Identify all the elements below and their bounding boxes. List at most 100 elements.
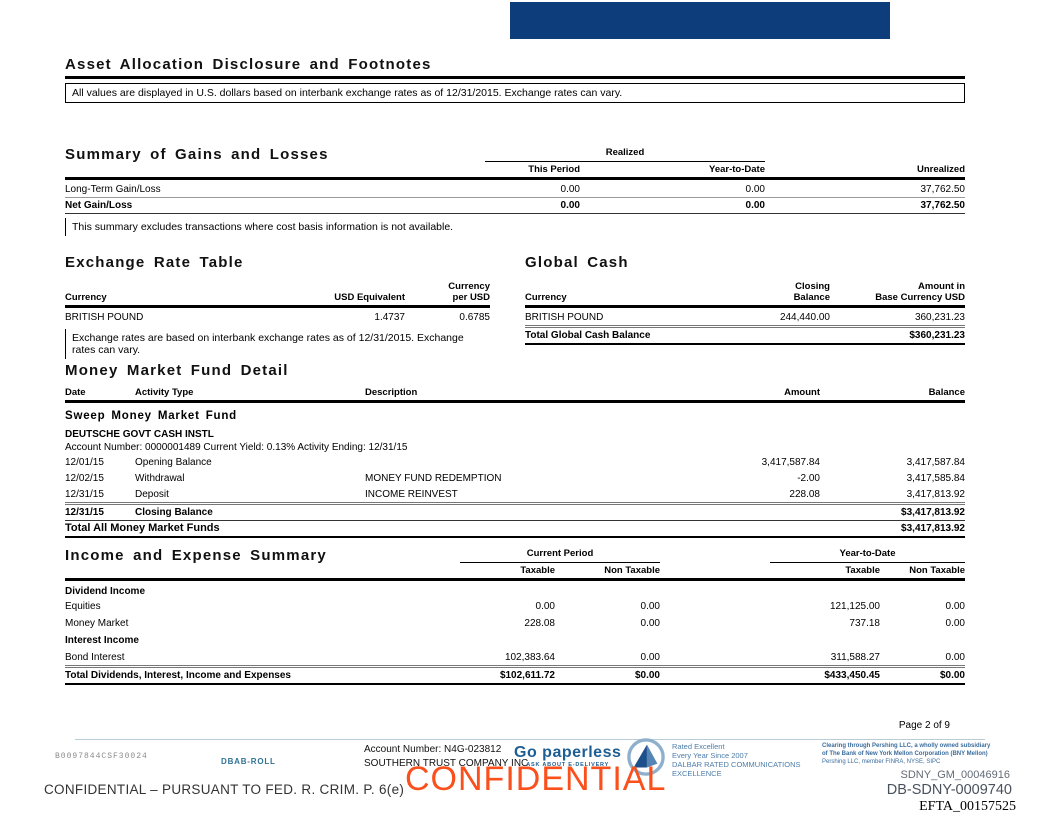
section-global-cash: Global Cash Currency Closing Balance Amo… bbox=[525, 254, 965, 345]
col-currency: Currency bbox=[525, 292, 567, 303]
section-title: Summary of Gains and Losses bbox=[65, 146, 329, 163]
balance-cell: 3,417,587.84 bbox=[906, 457, 965, 468]
group-header-realized: Realized bbox=[485, 145, 765, 162]
date-cell: 12/01/15 bbox=[65, 457, 104, 468]
col-line: Closing bbox=[795, 281, 830, 292]
go-paperless-logo: Go paperless ASK ABOUT E-DELIVERY bbox=[514, 744, 621, 768]
date-cell: 12/02/15 bbox=[65, 473, 104, 484]
exchange-rate-note: Exchange rates are based on interbank ex… bbox=[65, 329, 490, 359]
section-title: Money Market Fund Detail bbox=[65, 362, 289, 379]
total-value: $360,231.23 bbox=[909, 330, 965, 341]
table-header-row: Currency Closing Balance Amount in Base … bbox=[525, 281, 965, 308]
label-cell: Money Market bbox=[65, 618, 129, 629]
value-cell: 0.00 bbox=[745, 200, 765, 211]
col-year-to-date: Year-to-Date bbox=[709, 164, 765, 175]
col-balance: Balance bbox=[928, 387, 965, 398]
amount-cell: -2.00 bbox=[797, 473, 820, 484]
col-line: Amount in bbox=[918, 281, 965, 292]
table-row: Bond Interest 102,383.64 0.00 311,588.27… bbox=[65, 650, 965, 668]
account-number: Account Number: N4G-023812 bbox=[364, 744, 502, 755]
category-row: Interest Income bbox=[65, 635, 139, 646]
confidential-notice: CONFIDENTIAL – PURSUANT TO FED. R. CRIM.… bbox=[44, 782, 405, 797]
table-row: BRITISH POUND 244,440.00 360,231.23 bbox=[525, 308, 965, 328]
table-header-row: Currency USD Equivalent Currency per USD bbox=[65, 281, 490, 308]
col-unrealized: Unrealized bbox=[916, 164, 965, 175]
total-value: $102,611.72 bbox=[499, 670, 555, 681]
subsection-title: Sweep Money Market Fund bbox=[65, 410, 238, 422]
col-line: per USD bbox=[452, 292, 490, 303]
total-value: $433,450.45 bbox=[824, 670, 880, 681]
col-non-taxable: Non Taxable bbox=[604, 565, 660, 576]
dalbar-line: EXCELLENCE bbox=[672, 769, 722, 778]
balance-cell: 3,417,813.92 bbox=[906, 489, 965, 500]
description-cell: INCOME REINVEST bbox=[365, 489, 458, 500]
label-cell: Equities bbox=[65, 601, 101, 612]
bates-number: DB-SDNY-0009740 bbox=[886, 782, 1012, 798]
dalbar-line: Rated Excellent bbox=[672, 742, 725, 751]
gains-note: This summary excludes transactions where… bbox=[65, 218, 965, 236]
value-cell: 37,762.50 bbox=[920, 200, 966, 211]
col-taxable: Taxable bbox=[520, 565, 555, 576]
value-cell: 0.00 bbox=[945, 652, 965, 663]
section-title: Asset Allocation Disclosure and Footnote… bbox=[65, 56, 432, 73]
activity-cell: Closing Balance bbox=[135, 507, 213, 518]
activity-cell: Deposit bbox=[135, 489, 169, 500]
table-row-closing: 12/31/15 Closing Balance $3,417,813.92 bbox=[65, 505, 965, 521]
col-amount-base-usd: Amount in Base Currency USD bbox=[830, 281, 965, 303]
pershing-line: Pershing LLC, member FINRA, NYSE, SIPC bbox=[822, 759, 941, 765]
value-cell: 311,588.27 bbox=[830, 652, 880, 663]
pershing-line: of The Bank of New York Mellon Corporati… bbox=[822, 750, 988, 757]
value-cell: 0.00 bbox=[640, 618, 660, 629]
pershing-line: Clearing through Pershing LLC, a wholly … bbox=[822, 743, 991, 749]
col-line: Base Currency USD bbox=[875, 292, 965, 303]
section-exchange-rate: Exchange Rate Table Currency USD Equival… bbox=[65, 254, 490, 359]
fund-name: DEUTSCHE GOVT CASH INSTL bbox=[65, 429, 214, 440]
dalbar-rating-text: Rated Excellent Every Year Since 2007 DA… bbox=[672, 742, 800, 778]
section-title: Global Cash bbox=[525, 254, 629, 271]
table-row-total: Net Gain/Loss 0.00 0.00 37,762.50 bbox=[65, 198, 965, 214]
dbab-roll-label: DBAB-ROLL bbox=[221, 757, 276, 766]
col-this-period: This Period bbox=[528, 164, 580, 175]
company-name: SOUTHERN TRUST COMPANY INC bbox=[364, 758, 529, 769]
value-cell: 0.00 bbox=[560, 184, 580, 195]
description-cell: MONEY FUND REDEMPTION bbox=[365, 473, 502, 484]
disclaimer-note: All values are displayed in U.S. dollars… bbox=[65, 83, 965, 103]
go-paperless-text: Go paperless bbox=[514, 744, 622, 761]
col-closing-balance: Closing Balance bbox=[710, 281, 830, 303]
table-row: Long-Term Gain/Loss 0.00 0.00 37,762.50 bbox=[65, 180, 965, 198]
dalbar-line: Every Year Since 2007 bbox=[672, 751, 748, 760]
value-cell: 0.00 bbox=[640, 652, 660, 663]
account-block: Account Number: N4G-023812 SOUTHERN TRUS… bbox=[364, 743, 528, 771]
table-header-row: Taxable Non Taxable Taxable Non Taxable bbox=[65, 565, 965, 581]
col-non-taxable: Non Taxable bbox=[909, 565, 965, 576]
footer-divider bbox=[75, 739, 985, 740]
total-label: Total Dividends, Interest, Income and Ex… bbox=[65, 670, 291, 681]
date-cell: 12/31/15 bbox=[65, 507, 104, 518]
table-row: BRITISH POUND 1.4737 0.6785 bbox=[65, 308, 490, 325]
table-header-row: This Period Year-to-Date Unrealized bbox=[65, 164, 965, 180]
page-number: Page 2 of 9 bbox=[898, 720, 950, 731]
value-cell: 0.00 bbox=[945, 601, 965, 612]
activity-cell: Opening Balance bbox=[135, 457, 212, 468]
bates-number: EFTA_00157525 bbox=[919, 799, 1016, 814]
table-row: Money Market 228.08 0.00 737.18 0.00 bbox=[65, 616, 965, 633]
group-header-year-to-date: Year-to-Date bbox=[770, 546, 965, 563]
value-cell: 37,762.50 bbox=[920, 184, 966, 195]
table-row: Equities 0.00 0.00 121,125.00 0.00 bbox=[65, 599, 965, 616]
col-taxable: Taxable bbox=[845, 565, 880, 576]
value-cell: 737.18 bbox=[849, 618, 880, 629]
col-line: Currency bbox=[448, 281, 490, 292]
table-header-row: Date Activity Type Description Amount Ba… bbox=[65, 387, 965, 403]
table-row-total: Total Global Cash Balance $360,231.23 bbox=[525, 328, 965, 345]
total-value: $0.00 bbox=[939, 670, 965, 681]
amount-cell: 3,417,587.84 bbox=[761, 457, 820, 468]
dalbar-seal-icon bbox=[627, 738, 665, 776]
value-cell: 102,383.64 bbox=[504, 652, 555, 663]
currency-cell: BRITISH POUND bbox=[65, 312, 144, 323]
confidential-watermark: CONFIDENTIAL bbox=[405, 760, 667, 798]
total-label: Total Global Cash Balance bbox=[525, 330, 651, 341]
document-code: B0097844CSF30024 bbox=[55, 752, 148, 761]
activity-cell: Withdrawal bbox=[135, 473, 185, 484]
value-cell: 0.6785 bbox=[459, 312, 490, 323]
